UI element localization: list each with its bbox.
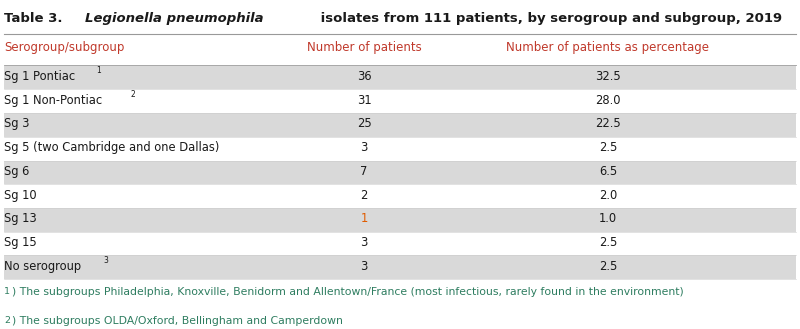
Text: 1: 1 [96,66,101,75]
Bar [4,255,796,279]
Text: 25: 25 [357,117,371,130]
Text: 1: 1 [4,287,10,296]
Text: Sg 6: Sg 6 [4,165,30,178]
Text: 2: 2 [360,189,368,201]
Bar [4,184,796,208]
Text: 28.0: 28.0 [595,94,621,107]
Text: 2.5: 2.5 [599,260,617,272]
Text: 2: 2 [130,90,135,99]
Text: 36: 36 [357,70,371,83]
Text: 32.5: 32.5 [595,70,621,83]
Text: Legionella pneumophila: Legionella pneumophila [86,12,264,25]
Text: ) The subgroups Philadelphia, Knoxville, Benidorm and Allentown/France (most inf: ) The subgroups Philadelphia, Knoxville,… [12,287,683,297]
Text: isolates from 111 patients, by serogroup and subgroup, 2019: isolates from 111 patients, by serogroup… [316,12,782,25]
Text: 2.0: 2.0 [599,189,617,201]
Text: 3: 3 [103,256,108,265]
Text: Sg 5 (two Cambridge and one Dallas): Sg 5 (two Cambridge and one Dallas) [4,141,219,154]
Text: 1: 1 [360,212,368,225]
Text: Sg 3: Sg 3 [4,117,30,130]
Text: Sg 15: Sg 15 [4,236,37,249]
Text: 1.0: 1.0 [599,212,617,225]
Text: 2.5: 2.5 [599,236,617,249]
Text: 3: 3 [360,236,368,249]
Text: Number of patients: Number of patients [306,41,422,54]
Text: Serogroup/subgroup: Serogroup/subgroup [4,41,124,54]
Text: Sg 10: Sg 10 [4,189,37,201]
Text: 2.5: 2.5 [599,141,617,154]
Text: Table 3.: Table 3. [4,12,67,25]
Bar [4,208,796,232]
Text: Sg 1 Non-Pontiac: Sg 1 Non-Pontiac [4,94,102,107]
Text: 2: 2 [4,316,10,325]
Text: ) The subgroups OLDA/Oxford, Bellingham and Camperdown: ) The subgroups OLDA/Oxford, Bellingham … [12,316,342,326]
Bar [4,161,796,184]
Bar [4,89,796,113]
Text: Number of patients as percentage: Number of patients as percentage [506,41,710,54]
Text: Sg 13: Sg 13 [4,212,37,225]
Text: No serogroup: No serogroup [4,260,81,272]
Bar [4,232,796,255]
Text: 6.5: 6.5 [599,165,617,178]
Bar [4,113,796,137]
Text: 3: 3 [360,260,368,272]
Text: Sg 1 Pontiac: Sg 1 Pontiac [4,70,75,83]
Bar [4,66,796,89]
Text: 22.5: 22.5 [595,117,621,130]
Text: 3: 3 [360,141,368,154]
Text: 7: 7 [360,165,368,178]
Text: 31: 31 [357,94,371,107]
Bar [4,137,796,161]
